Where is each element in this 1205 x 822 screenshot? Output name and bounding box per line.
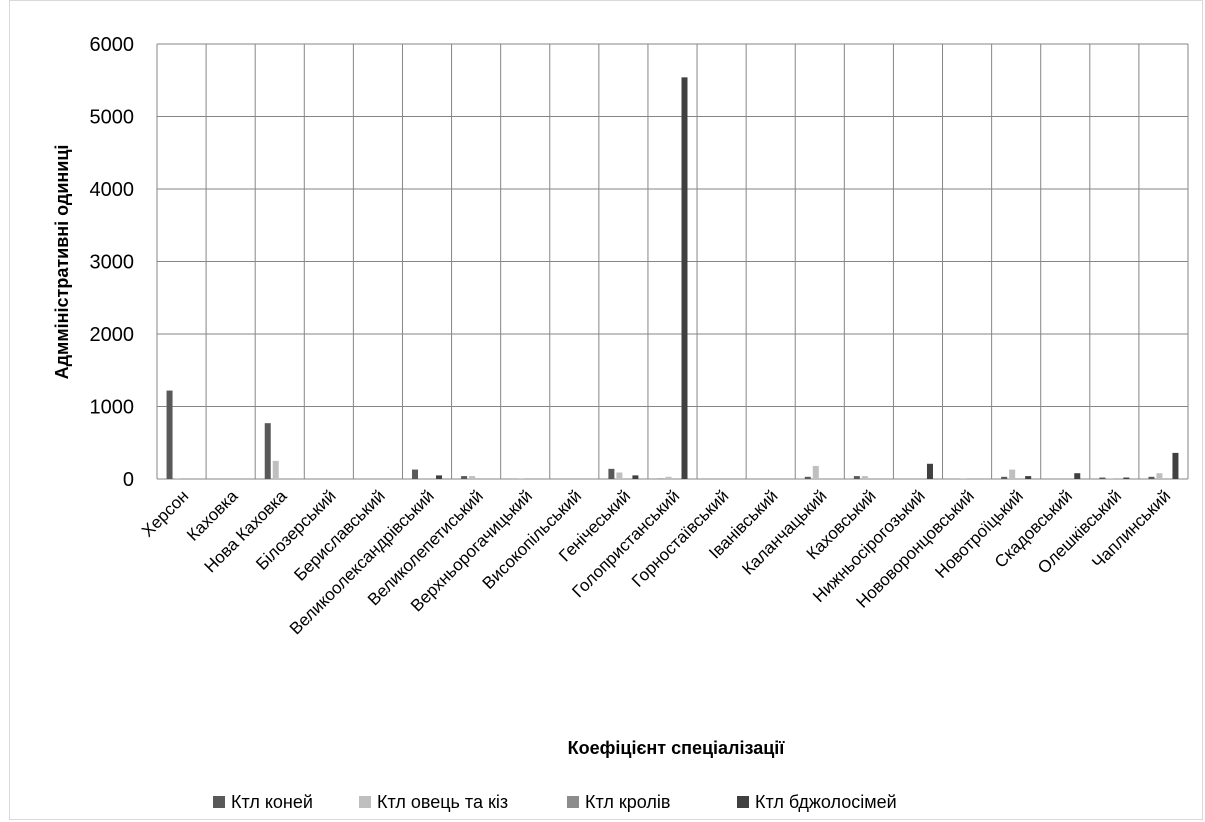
bar bbox=[804, 476, 811, 479]
bar bbox=[264, 423, 271, 479]
bar bbox=[1148, 476, 1155, 479]
bar bbox=[518, 478, 525, 479]
x-tick-label: Каланчацький bbox=[738, 486, 830, 578]
bar bbox=[812, 465, 819, 479]
bar bbox=[1025, 476, 1032, 479]
y-tick-label: 4000 bbox=[90, 179, 135, 201]
bar bbox=[412, 469, 419, 479]
bar bbox=[1123, 477, 1130, 479]
chart-frame bbox=[9, 0, 1203, 820]
y-tick-label: 6000 bbox=[90, 34, 135, 56]
bar bbox=[681, 77, 688, 479]
bar bbox=[272, 460, 279, 479]
bar bbox=[469, 476, 476, 479]
y-axis-title: Адмміністративні одиниці bbox=[52, 145, 72, 380]
bar bbox=[174, 478, 181, 479]
bar bbox=[1009, 469, 1016, 479]
y-tick-label: 2000 bbox=[90, 324, 135, 346]
y-tick-label: 3000 bbox=[90, 252, 135, 274]
legend-swatch bbox=[567, 796, 579, 808]
bar bbox=[1156, 473, 1163, 479]
bar bbox=[632, 475, 639, 479]
bar bbox=[1001, 476, 1008, 479]
bar bbox=[960, 478, 967, 479]
bar bbox=[1172, 452, 1179, 479]
bar bbox=[608, 468, 615, 479]
x-tick-label: Новотроїцький bbox=[931, 486, 1027, 582]
y-tick-labels: 0 1000 2000 3000 4000 5000 6000 bbox=[90, 34, 135, 491]
y-tick-label: 5000 bbox=[90, 107, 135, 129]
y-tick-label: 0 bbox=[123, 469, 134, 491]
bar bbox=[861, 476, 868, 479]
bar bbox=[1074, 473, 1081, 479]
bar bbox=[665, 476, 672, 479]
bar bbox=[461, 476, 468, 479]
y-tick-label: 1000 bbox=[90, 397, 135, 419]
legend-label: Ктл кролів bbox=[585, 792, 670, 812]
legend-swatch bbox=[213, 796, 225, 808]
grid-layer bbox=[156, 43, 1189, 480]
bars-layer bbox=[166, 77, 1179, 479]
x-axis-title: Коефіцієнт спеціалізації bbox=[568, 738, 786, 758]
bar bbox=[926, 463, 933, 479]
bar bbox=[616, 472, 623, 479]
legend-swatch bbox=[737, 796, 749, 808]
legend-label: Ктл бджолосімей bbox=[755, 792, 897, 812]
legend-swatch bbox=[359, 796, 371, 808]
legend-label: Ктл коней bbox=[231, 792, 313, 812]
bar bbox=[166, 390, 173, 479]
bar bbox=[1099, 477, 1106, 479]
bar bbox=[1107, 478, 1114, 479]
legend: Ктл коней Ктл овець та кіз Ктл кролів Ктл б… bbox=[213, 792, 897, 812]
bar bbox=[853, 476, 860, 479]
bar bbox=[436, 475, 443, 479]
legend-label: Ктл овець та кіз bbox=[377, 792, 508, 812]
